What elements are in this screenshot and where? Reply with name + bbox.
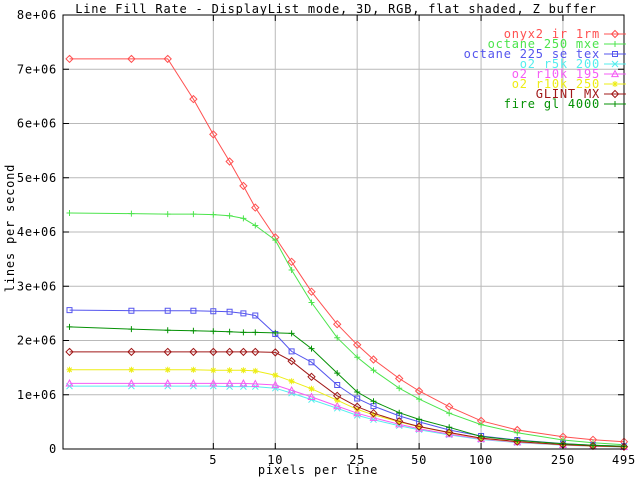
chart-title: Line Fill Rate - DisplayList mode, 3D, R… [75, 2, 597, 16]
series-o2-r5k-200 [66, 382, 628, 451]
y-tick-label: 7e+06 [17, 62, 57, 76]
legend-label: o2 r5k 200 [520, 57, 600, 71]
legend-diamond-marker-icon [610, 29, 620, 39]
x-tick-label: 25 [349, 453, 365, 467]
legend-item-octane-225-se-tex: octane 225 se tex [464, 47, 626, 61]
y-tick-label: 1e+06 [17, 388, 57, 402]
y-tick-label: 0 [49, 442, 57, 456]
triangle-marker-icon [65, 378, 629, 450]
x-tick-label: 250 [551, 453, 575, 467]
series-fire-gl-4000 [66, 323, 627, 450]
legend-plus-marker-icon [612, 101, 618, 107]
series-line [69, 309, 625, 447]
series-glint-mx [65, 347, 629, 452]
grid-lines [63, 15, 624, 449]
legend-cross-marker-icon [611, 60, 619, 68]
data-series [65, 54, 629, 452]
legend-item-o2-r10k-250: o2 r10k 250 [512, 77, 626, 91]
legend-item-octane-250-mxe: octane 250 mxe [488, 37, 626, 51]
legend-square-marker-icon [612, 51, 618, 57]
series-octane-250-mxe [66, 210, 627, 448]
axis-ticks: 5 10 25 50 100 250 495 0 1e+06 2e+06 3e+06 4e+06 5e+… [17, 8, 636, 467]
series-line [69, 351, 625, 448]
x-tick-label: 50 [411, 453, 427, 467]
legend-asterisk-marker-icon [612, 81, 618, 87]
y-axis-label: lines per second [3, 164, 17, 292]
y-tick-label: 4e+06 [17, 225, 57, 239]
legend-plus-marker-icon [612, 41, 618, 47]
legend-item-glint-mx: GLINT MX [536, 87, 626, 101]
diamond-marker-icon [65, 347, 629, 452]
x-tick-label: 100 [469, 453, 493, 467]
y-tick-label: 6e+06 [17, 117, 57, 131]
series-onyx2-ir-1rm [65, 54, 629, 446]
series-line [69, 369, 625, 448]
x-axis-label: pixels per line [258, 463, 378, 477]
series-octane-225-se-tex [66, 307, 627, 450]
cross-marker-icon [66, 382, 628, 451]
legend-label: o2 r10k 195 [512, 67, 600, 81]
legend-label: onyx2 ir 1rm [504, 27, 600, 41]
series-line [69, 58, 625, 443]
legend-item-onyx2-ir-1rm: onyx2 ir 1rm [504, 27, 626, 41]
x-tick-label: 5 [209, 453, 217, 467]
series-line [69, 212, 625, 446]
y-tick-label: 8e+06 [17, 8, 57, 22]
square-marker-icon [66, 307, 627, 450]
y-tick-label: 5e+06 [17, 171, 57, 185]
series-o2-r10k-195 [65, 378, 629, 450]
diamond-marker-icon [65, 54, 629, 446]
legend-label: GLINT MX [536, 87, 600, 101]
legend-label: fire gl 4000 [504, 97, 600, 111]
legend-label: o2 r10k 250 [512, 77, 600, 91]
legend-diamond-marker-icon [610, 89, 620, 99]
series-line [69, 382, 625, 448]
legend-item-fire-gl-4000: fire gl 4000 [504, 97, 626, 111]
legend-label: octane 225 se tex [464, 47, 600, 61]
legend-triangle-marker-icon [610, 69, 620, 78]
series-line [69, 326, 625, 447]
y-tick-label: 2e+06 [17, 334, 57, 348]
x-tick-label: 495 [612, 453, 636, 467]
x-tick-label: 10 [267, 453, 283, 467]
legend-item-o2-r5k-200: o2 r5k 200 [520, 57, 626, 71]
legend-item-o2-r10k-195: o2 r10k 195 [512, 67, 626, 81]
plus-marker-icon [66, 210, 627, 448]
legend-label: octane 250 mxe [488, 37, 600, 51]
y-tick-label: 3e+06 [17, 279, 57, 293]
